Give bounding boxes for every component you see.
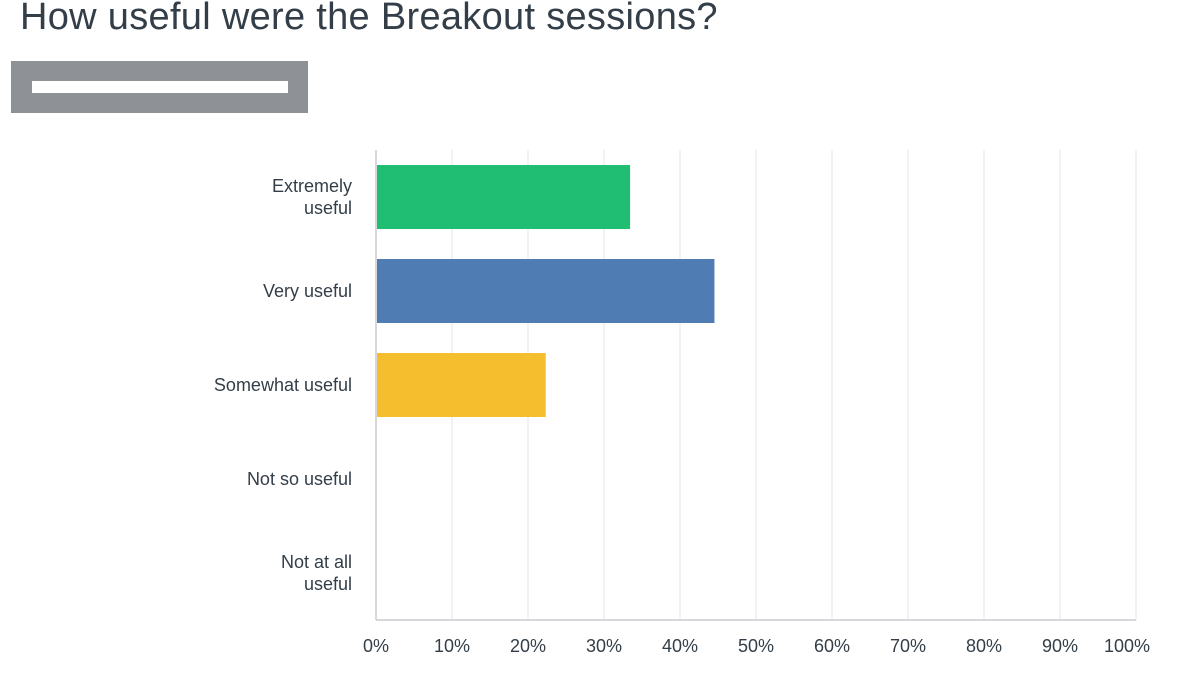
category-label: useful <box>304 574 352 594</box>
category-label: Not at all <box>281 552 352 572</box>
x-tick-label: 0% <box>363 636 389 656</box>
x-tick-label: 90% <box>1042 636 1078 656</box>
x-tick-label: 30% <box>586 636 622 656</box>
question-title: How useful were the Breakout sessions? <box>20 0 718 38</box>
category-label: useful <box>304 198 352 218</box>
category-label: Very useful <box>263 281 352 301</box>
redacted-bar <box>32 81 288 93</box>
category-label: Not so useful <box>247 469 352 489</box>
x-tick-label: 50% <box>738 636 774 656</box>
x-tick-label: 60% <box>814 636 850 656</box>
bar-1[interactable] <box>377 259 715 323</box>
x-tick-label: 80% <box>966 636 1002 656</box>
redacted-block <box>11 61 308 113</box>
category-label: Extremely <box>272 176 352 196</box>
x-tick-label: 20% <box>510 636 546 656</box>
x-tick-label: 70% <box>890 636 926 656</box>
bar-2[interactable] <box>377 353 546 417</box>
x-tick-label: 100% <box>1104 636 1150 656</box>
bar-0[interactable] <box>377 165 631 229</box>
x-tick-label: 10% <box>434 636 470 656</box>
x-tick-label: 40% <box>662 636 698 656</box>
category-label: Somewhat useful <box>214 375 352 395</box>
